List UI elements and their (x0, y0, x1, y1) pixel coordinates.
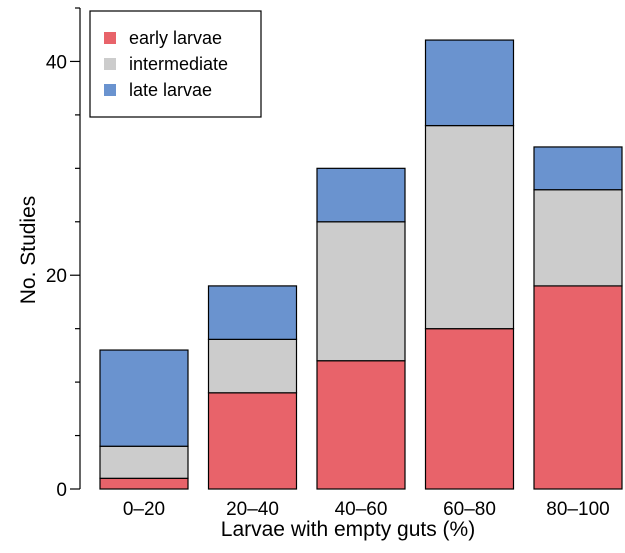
bar-intermediate-4 (533, 189, 623, 287)
x-axis: 0–20 20–40 40–60 60–80 80–100 (123, 499, 610, 520)
x-tick-label: 60–80 (443, 499, 496, 520)
bar-late-larvae-4 (533, 146, 623, 191)
legend: early larvae intermediate late larvae (89, 10, 262, 118)
bar-early-larvae-0 (99, 477, 189, 490)
x-tick-label: 20–40 (226, 499, 279, 520)
x-tick-label: 80–100 (546, 499, 609, 520)
y-tick-label: 0 (56, 480, 67, 501)
bar-early-larvae-4 (533, 285, 623, 490)
legend-label-early-larvae: early larvae (129, 28, 222, 48)
bar-late-larvae-3 (424, 39, 515, 127)
bar-intermediate-0 (99, 445, 189, 479)
x-tick-label: 0–20 (123, 499, 165, 520)
bar-early-larvae-1 (207, 392, 298, 490)
bar-early-larvae-3 (424, 328, 515, 490)
x-axis-title: Larvae with empty guts (%) (221, 518, 475, 541)
legend-label-late-larvae: late larvae (129, 80, 212, 100)
bar-early-larvae-2 (316, 360, 406, 490)
legend-box (89, 10, 262, 118)
legend-swatch-early-larvae (104, 32, 116, 44)
legend-label-intermediate: intermediate (129, 54, 228, 74)
y-axis: 0 20 40 (46, 7, 81, 501)
bars-group (99, 39, 623, 490)
legend-swatch-intermediate (104, 58, 116, 70)
bar-intermediate-2 (316, 221, 406, 362)
y-axis-title: No. Studies (17, 196, 40, 305)
bar-late-larvae-2 (316, 167, 406, 223)
y-tick-label: 20 (46, 266, 67, 287)
bar-intermediate-3 (424, 124, 515, 330)
x-tick-label: 40–60 (335, 499, 388, 520)
bar-late-larvae-1 (207, 285, 298, 340)
bar-intermediate-1 (207, 338, 298, 394)
bar-late-larvae-0 (99, 349, 189, 447)
y-tick-label: 40 (46, 52, 67, 73)
legend-swatch-late-larvae (104, 84, 116, 96)
